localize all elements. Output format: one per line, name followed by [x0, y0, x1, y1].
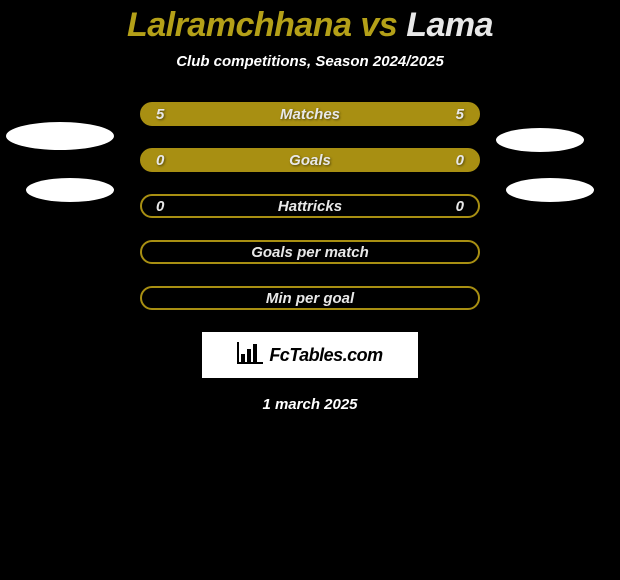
decorative-ellipse: [26, 178, 114, 202]
stat-value-right: 5: [456, 106, 464, 123]
date-text: 1 march 2025: [0, 396, 620, 413]
stat-row-goals: 0 Goals 0: [140, 148, 480, 172]
stat-value-left: 0: [156, 198, 164, 215]
vs-text: vs: [351, 6, 406, 44]
stat-row-matches: 5 Matches 5: [140, 102, 480, 126]
stat-row-hattricks: 0 Hattricks 0: [140, 194, 480, 218]
stat-label: Min per goal: [266, 290, 354, 307]
decorative-ellipse: [496, 128, 584, 152]
stat-value-right: 0: [456, 198, 464, 215]
comparison-title: Lalramchhana vs Lama: [0, 0, 620, 45]
stat-label: Goals per match: [251, 244, 369, 261]
subtitle: Club competitions, Season 2024/2025: [0, 53, 620, 70]
stat-label: Matches: [280, 106, 340, 123]
fctables-logo: FcTables.com: [202, 332, 418, 378]
stat-row-min-per-goal: Min per goal: [140, 286, 480, 310]
bar-chart-icon: [237, 342, 263, 369]
stat-value-left: 0: [156, 152, 164, 169]
stat-label: Hattricks: [278, 198, 342, 215]
player-b-name: Lama: [406, 6, 493, 44]
stat-label: Goals: [289, 152, 331, 169]
stat-value-left: 5: [156, 106, 164, 123]
decorative-ellipse: [6, 122, 114, 150]
decorative-ellipse: [506, 178, 594, 202]
stat-value-right: 0: [456, 152, 464, 169]
logo-text: FcTables.com: [269, 345, 382, 366]
stat-row-goals-per-match: Goals per match: [140, 240, 480, 264]
player-a-name: Lalramchhana: [127, 6, 352, 44]
